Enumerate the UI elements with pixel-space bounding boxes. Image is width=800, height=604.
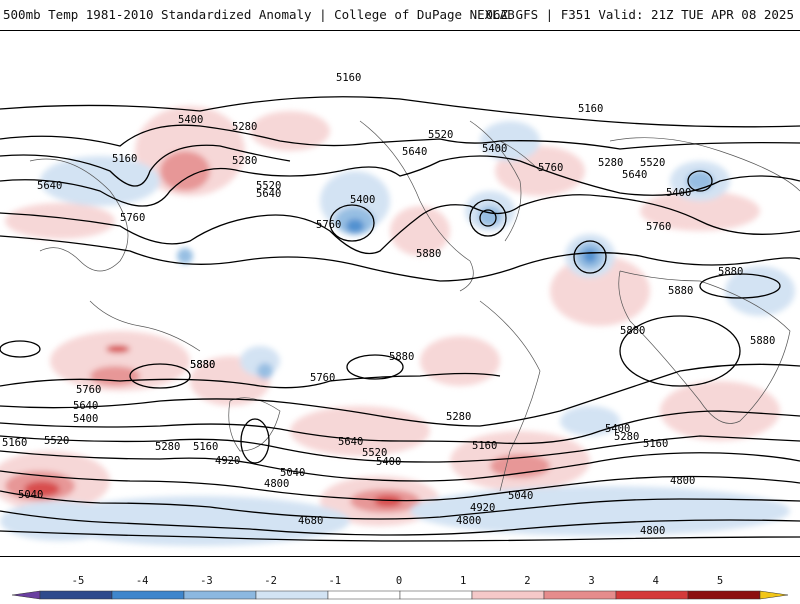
contour-label: 5760 [538, 162, 563, 174]
contour-label: 5880 [389, 351, 414, 363]
contour-label: 5280 [232, 121, 257, 133]
contour-label: 5280 [614, 431, 639, 443]
contour-label: 5280 [598, 157, 623, 169]
model-run-info: 06Z GFS | F351 Valid: 21Z TUE APR 08 202… [485, 7, 794, 22]
contour-label: 5160 [472, 440, 497, 452]
colorbar-tick-label: 1 [460, 575, 467, 587]
contour-labels: 5160 5400 5280 5280 5160 5640 5520 5640 … [2, 72, 775, 537]
colorbar-segment [471, 590, 545, 600]
contour-label: 5880 [620, 325, 645, 337]
contour-label: 5040 [508, 490, 533, 502]
colorbar-tick-label: 5 [716, 575, 724, 587]
contour-label: 5400 [482, 143, 507, 155]
contour-label: 5400 [178, 114, 203, 126]
contour-label: 5880 [668, 285, 693, 297]
contour-label: 4920 [215, 455, 240, 467]
colorbar-tick-label: 4 [652, 575, 659, 587]
contour-label: 5400 [350, 194, 375, 206]
colorbar-arrow-low [11, 590, 41, 600]
contour-label: 5880 [190, 359, 215, 371]
colorbar-svg [11, 590, 789, 600]
contour-label: 5880 [750, 335, 775, 347]
colorbar-tick-label: 0 [395, 575, 403, 587]
contour-label: 5520 [256, 180, 281, 192]
contour-label: 5040 [280, 467, 305, 479]
contour-label: 5160 [112, 153, 137, 165]
contour-label: 5520 [44, 435, 69, 447]
contour-label: 5880 [718, 266, 743, 278]
anomaly-shading [0, 106, 795, 546]
contour-label: 5040 [18, 489, 43, 501]
contour-label: 5640 [73, 400, 98, 412]
colorbar-arrow-high [759, 590, 789, 600]
colorbar [0, 570, 800, 600]
contour-label: 5760 [310, 372, 335, 384]
map-canvas: 5160 5400 5280 5280 5160 5640 5520 5640 … [0, 72, 800, 546]
anomaly-map[interactable]: 5160 5400 5280 5280 5160 5640 5520 5640 … [0, 30, 800, 557]
contour-label: 5160 [336, 72, 361, 84]
colorbar-tick-label: 3 [588, 575, 595, 587]
contour-label: 5880 [416, 248, 441, 260]
colorbar-segment [615, 590, 689, 600]
contour-label: 5520 [362, 447, 387, 459]
contour-label: 4800 [640, 525, 665, 537]
contour-label: 5400 [376, 456, 401, 468]
contour-label: 5760 [76, 384, 101, 396]
header: 500mb Temp 1981-2010 Standardized Anomal… [0, 0, 800, 30]
contour-label: 4680 [298, 515, 323, 527]
colorbar-segment [39, 590, 113, 600]
contour-label: 5520 [640, 157, 665, 169]
colorbar-tick-label: -5 [71, 575, 85, 587]
contour-label: 5160 [643, 438, 668, 450]
colorbar-segment [687, 590, 761, 600]
contour-label: 5160 [2, 437, 27, 449]
colorbar-tick-label: 2 [524, 575, 531, 587]
contour-label: 4920 [470, 502, 495, 514]
map-title: 500mb Temp 1981-2010 Standardized Anomal… [3, 7, 515, 22]
colorbar-segment [543, 590, 617, 600]
contour-label: 4800 [264, 478, 289, 490]
contour-label: 5160 [578, 103, 603, 115]
colorbar-segment [327, 590, 401, 600]
contour-label: 5400 [666, 187, 691, 199]
contour-label: 5280 [232, 155, 257, 167]
colorbar-tick-label: -1 [328, 575, 342, 587]
contour-label: 5640 [402, 146, 427, 158]
contour-label: 5640 [622, 169, 647, 181]
contour-label: 4800 [456, 515, 481, 527]
contour-label: 5520 [428, 129, 453, 141]
contour-label: 5160 [193, 441, 218, 453]
contour-label: 5760 [646, 221, 671, 233]
colorbar-segment [111, 590, 185, 600]
contour-label: 4800 [670, 475, 695, 487]
contour-label: 5640 [338, 436, 363, 448]
colorbar-segment [183, 590, 257, 600]
contour-label: 5280 [446, 411, 471, 423]
contour-label: 5760 [316, 219, 341, 231]
height-contours [0, 96, 800, 542]
contour-label: 5640 [37, 180, 62, 192]
contour-label: 5640 [256, 188, 281, 200]
contour-label: 5400 [73, 413, 98, 425]
contour-label: 5880 [190, 359, 215, 371]
colorbar-tick-label: -2 [264, 575, 277, 587]
coastlines [29, 120, 800, 492]
colorbar-tick-label: -4 [135, 575, 149, 587]
contour-label: 5400 [605, 423, 630, 435]
colorbar-segment [399, 590, 473, 600]
contour-label: 5280 [155, 441, 180, 453]
colorbar-tick-label: -3 [200, 575, 213, 587]
contour-label: 5760 [120, 212, 145, 224]
colorbar-segment [255, 590, 329, 600]
